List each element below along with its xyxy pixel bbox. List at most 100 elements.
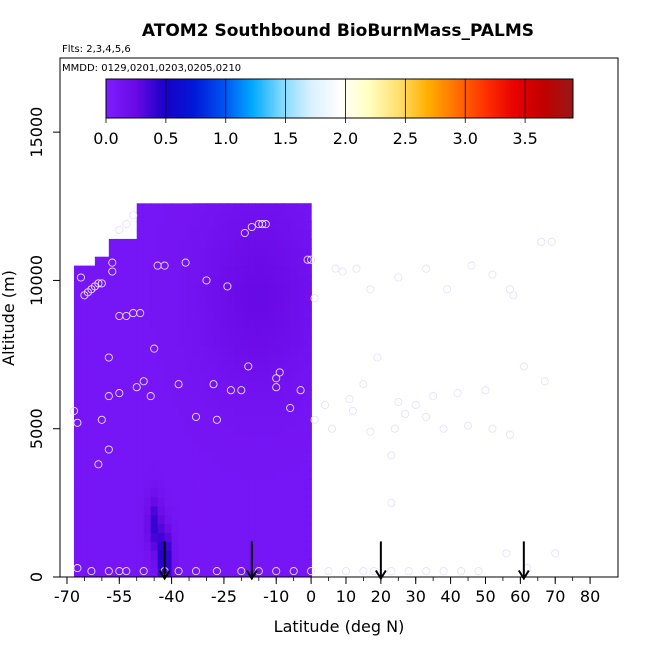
heatmap-cell (178, 381, 187, 391)
heatmap-cell (101, 505, 110, 516)
heatmap-cell (94, 399, 103, 409)
heatmap-cell (122, 523, 131, 534)
heatmap-cell (101, 541, 110, 551)
heatmap-cell (73, 514, 82, 525)
heatmap-cell (178, 488, 187, 498)
heatmap-cell (157, 265, 166, 275)
heatmap-cell (150, 425, 159, 436)
heatmap-cell (164, 212, 173, 222)
heatmap-cell (73, 310, 82, 320)
heatmap-cell (150, 559, 159, 569)
heatmap-cell (94, 310, 103, 320)
heatmap-cell (157, 399, 166, 409)
heatmap-cell (101, 523, 110, 534)
heatmap-cell (122, 354, 131, 364)
heatmap-cell (129, 390, 138, 400)
heatmap-cell (80, 292, 89, 302)
heatmap-cell (185, 292, 194, 302)
heatmap-cell (94, 301, 103, 311)
heatmap-cell (150, 372, 159, 382)
heatmap-cell (80, 345, 89, 356)
heatmap-cell (164, 203, 173, 213)
heatmap-cell (80, 523, 89, 534)
heatmap-cell (108, 256, 117, 267)
heatmap-cell (108, 452, 117, 462)
heatmap-cell (87, 452, 96, 462)
heatmap-cell (115, 461, 124, 471)
heatmap-cell (80, 274, 89, 284)
heatmap-cell (129, 345, 138, 356)
heatmap-cell (143, 425, 152, 436)
heatmap-cell (108, 496, 117, 507)
heatmap-cell (122, 372, 131, 382)
heatmap-cell (94, 568, 103, 578)
heatmap-cell (185, 283, 194, 293)
heatmap-cell (164, 230, 173, 240)
heatmap-cell (150, 310, 159, 320)
heatmap-cell (171, 336, 180, 347)
heatmap-cell (171, 479, 180, 489)
heatmap-cell (136, 479, 145, 489)
heatmap-cell (150, 230, 159, 240)
heatmap-cell (122, 381, 131, 391)
heatmap-cell (129, 247, 138, 258)
heatmap-cell (157, 283, 166, 293)
heatmap-cell (178, 559, 187, 569)
heatmap-cell (122, 532, 131, 542)
heatmap-cell (157, 541, 166, 551)
heatmap-cell (80, 568, 89, 578)
heatmap-cell (143, 212, 152, 222)
heatmap-cell (185, 514, 194, 525)
heatmap-cell (164, 292, 173, 302)
heatmap-cell (80, 283, 89, 293)
heatmap-cell (122, 301, 131, 311)
heatmap-cell (164, 488, 173, 498)
heatmap-cell (136, 416, 145, 427)
heatmap-cell (87, 372, 96, 382)
heatmap-cell (129, 292, 138, 302)
heatmap-cell (136, 514, 145, 525)
heatmap-cell (94, 496, 103, 507)
heatmap-cell (143, 318, 152, 329)
heatmap-cell (150, 301, 159, 311)
heatmap-cell (164, 283, 173, 293)
heatmap-cell (136, 461, 145, 471)
heatmap-cell (136, 407, 145, 418)
heatmap-cell (101, 559, 110, 569)
heatmap-cell (136, 390, 145, 400)
heatmap-cell (73, 568, 82, 578)
heatmap-cell (150, 568, 159, 578)
heatmap-cell (157, 461, 166, 471)
heatmap-cell (178, 461, 187, 471)
heatmap-cell (157, 301, 166, 311)
heatmap-cell (73, 541, 82, 551)
heatmap-cell (129, 514, 138, 525)
heatmap-cell (80, 372, 89, 382)
heatmap-cell (80, 514, 89, 525)
heatmap-cell (185, 221, 194, 231)
heatmap-cell (185, 363, 194, 373)
heatmap-cell (129, 496, 138, 507)
heatmap-cell (164, 390, 173, 400)
heatmap-cell (94, 283, 103, 293)
heatmap-cell (164, 496, 173, 507)
heatmap-cell (129, 318, 138, 329)
heatmap-cell (73, 452, 82, 462)
heatmap-cell (164, 256, 173, 267)
heatmap-cell (136, 221, 145, 231)
heatmap-cell (185, 247, 194, 258)
heatmap-cell (101, 425, 110, 436)
heatmap-cell (136, 212, 145, 222)
heatmap-cell (108, 354, 117, 364)
heatmap-cell (80, 399, 89, 409)
heatmap-cell (150, 550, 159, 560)
heatmap-cell (73, 532, 82, 542)
heatmap-cell (122, 318, 131, 329)
heatmap-cell (157, 203, 166, 213)
heatmap-cell (108, 327, 117, 338)
heatmap-cell (185, 532, 194, 542)
heatmap-cell (143, 434, 152, 445)
heatmap-cell (94, 479, 103, 489)
heatmap-cell (129, 470, 138, 480)
